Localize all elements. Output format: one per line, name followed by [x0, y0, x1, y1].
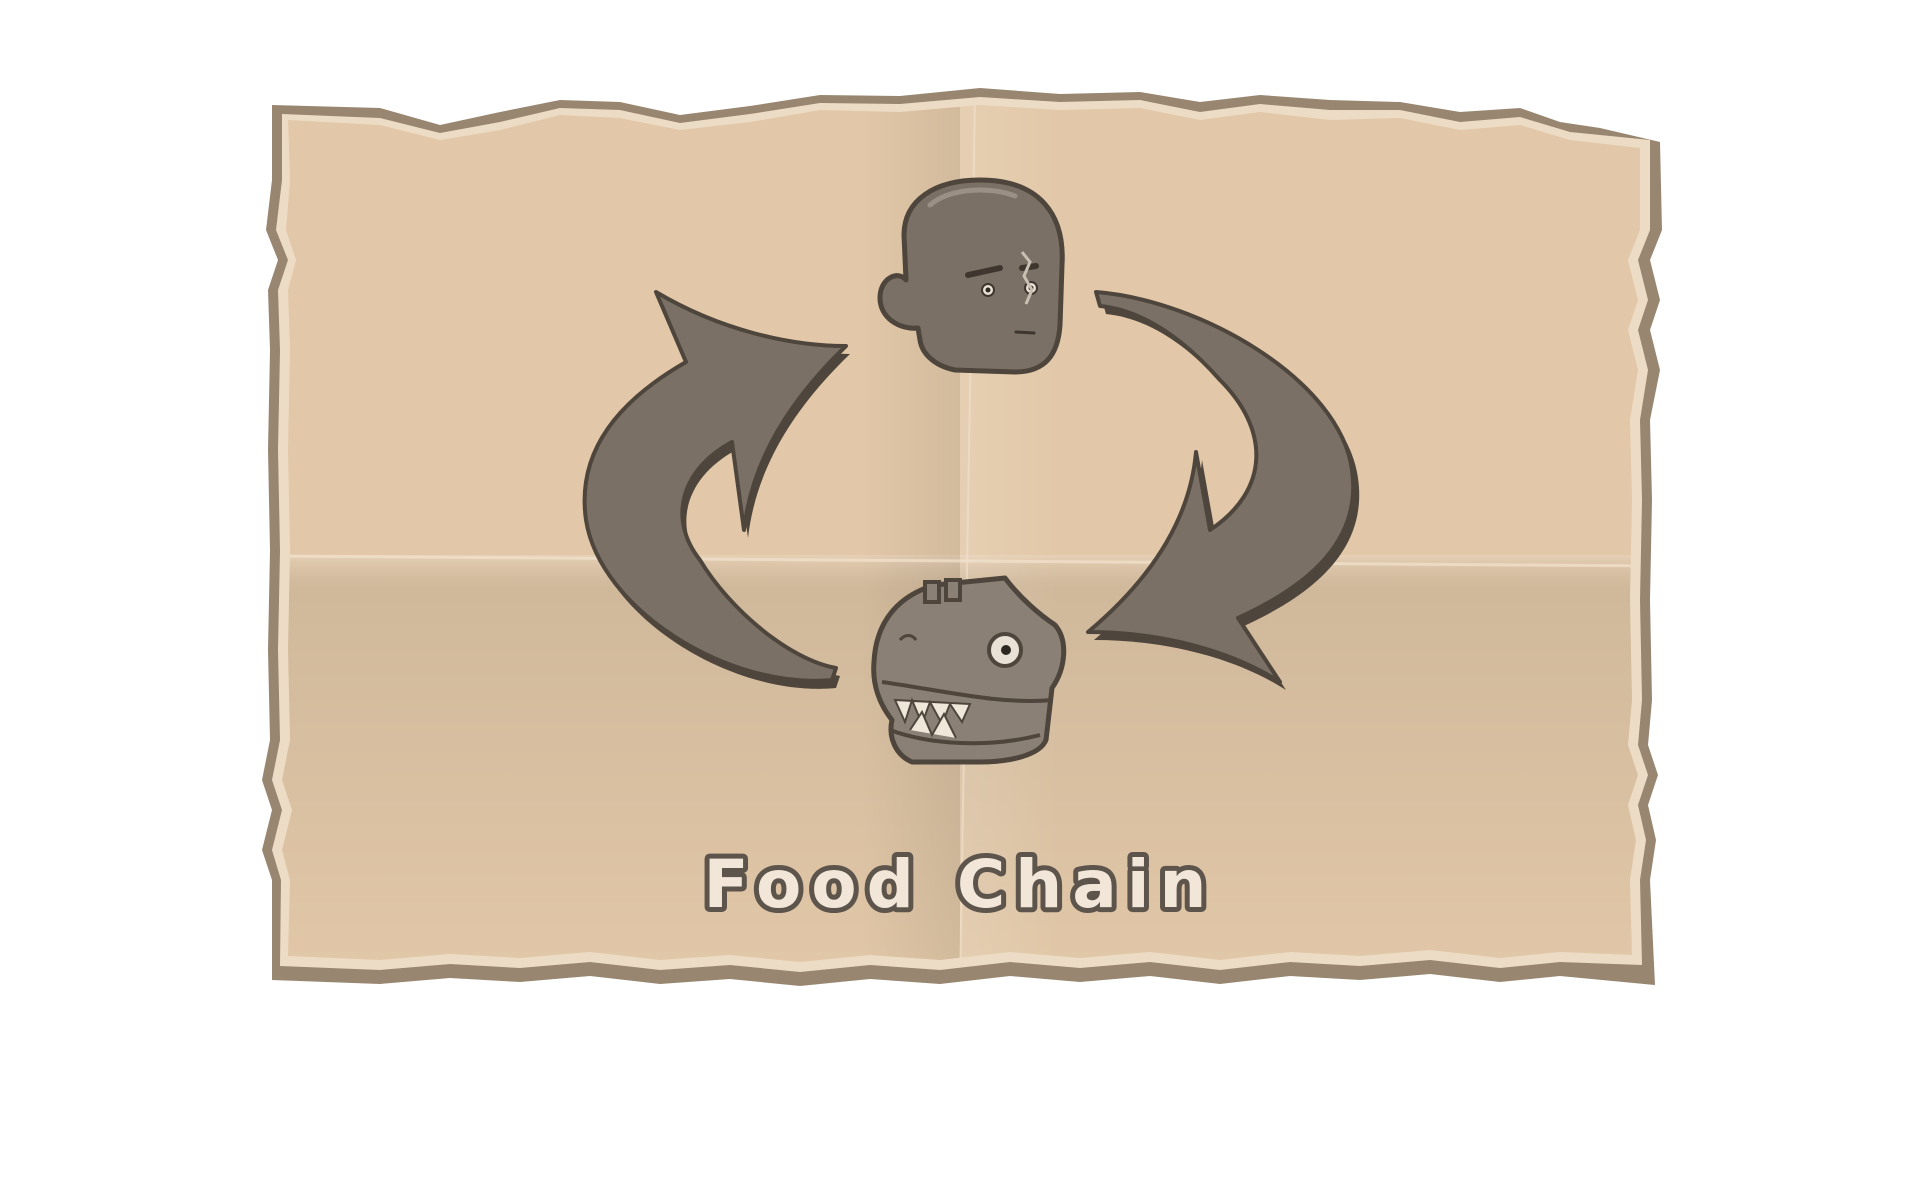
screen-title: Food Chain Food Chain [640, 835, 1280, 935]
cycle-arrow-right-icon [1086, 290, 1360, 690]
cycle-arrow-left-icon [582, 290, 850, 689]
human-head-icon [877, 177, 1065, 375]
dinosaur-head-icon [871, 575, 1067, 765]
title-text: Food Chain [704, 846, 1217, 923]
title-shadow: Food Chain [704, 846, 1217, 923]
